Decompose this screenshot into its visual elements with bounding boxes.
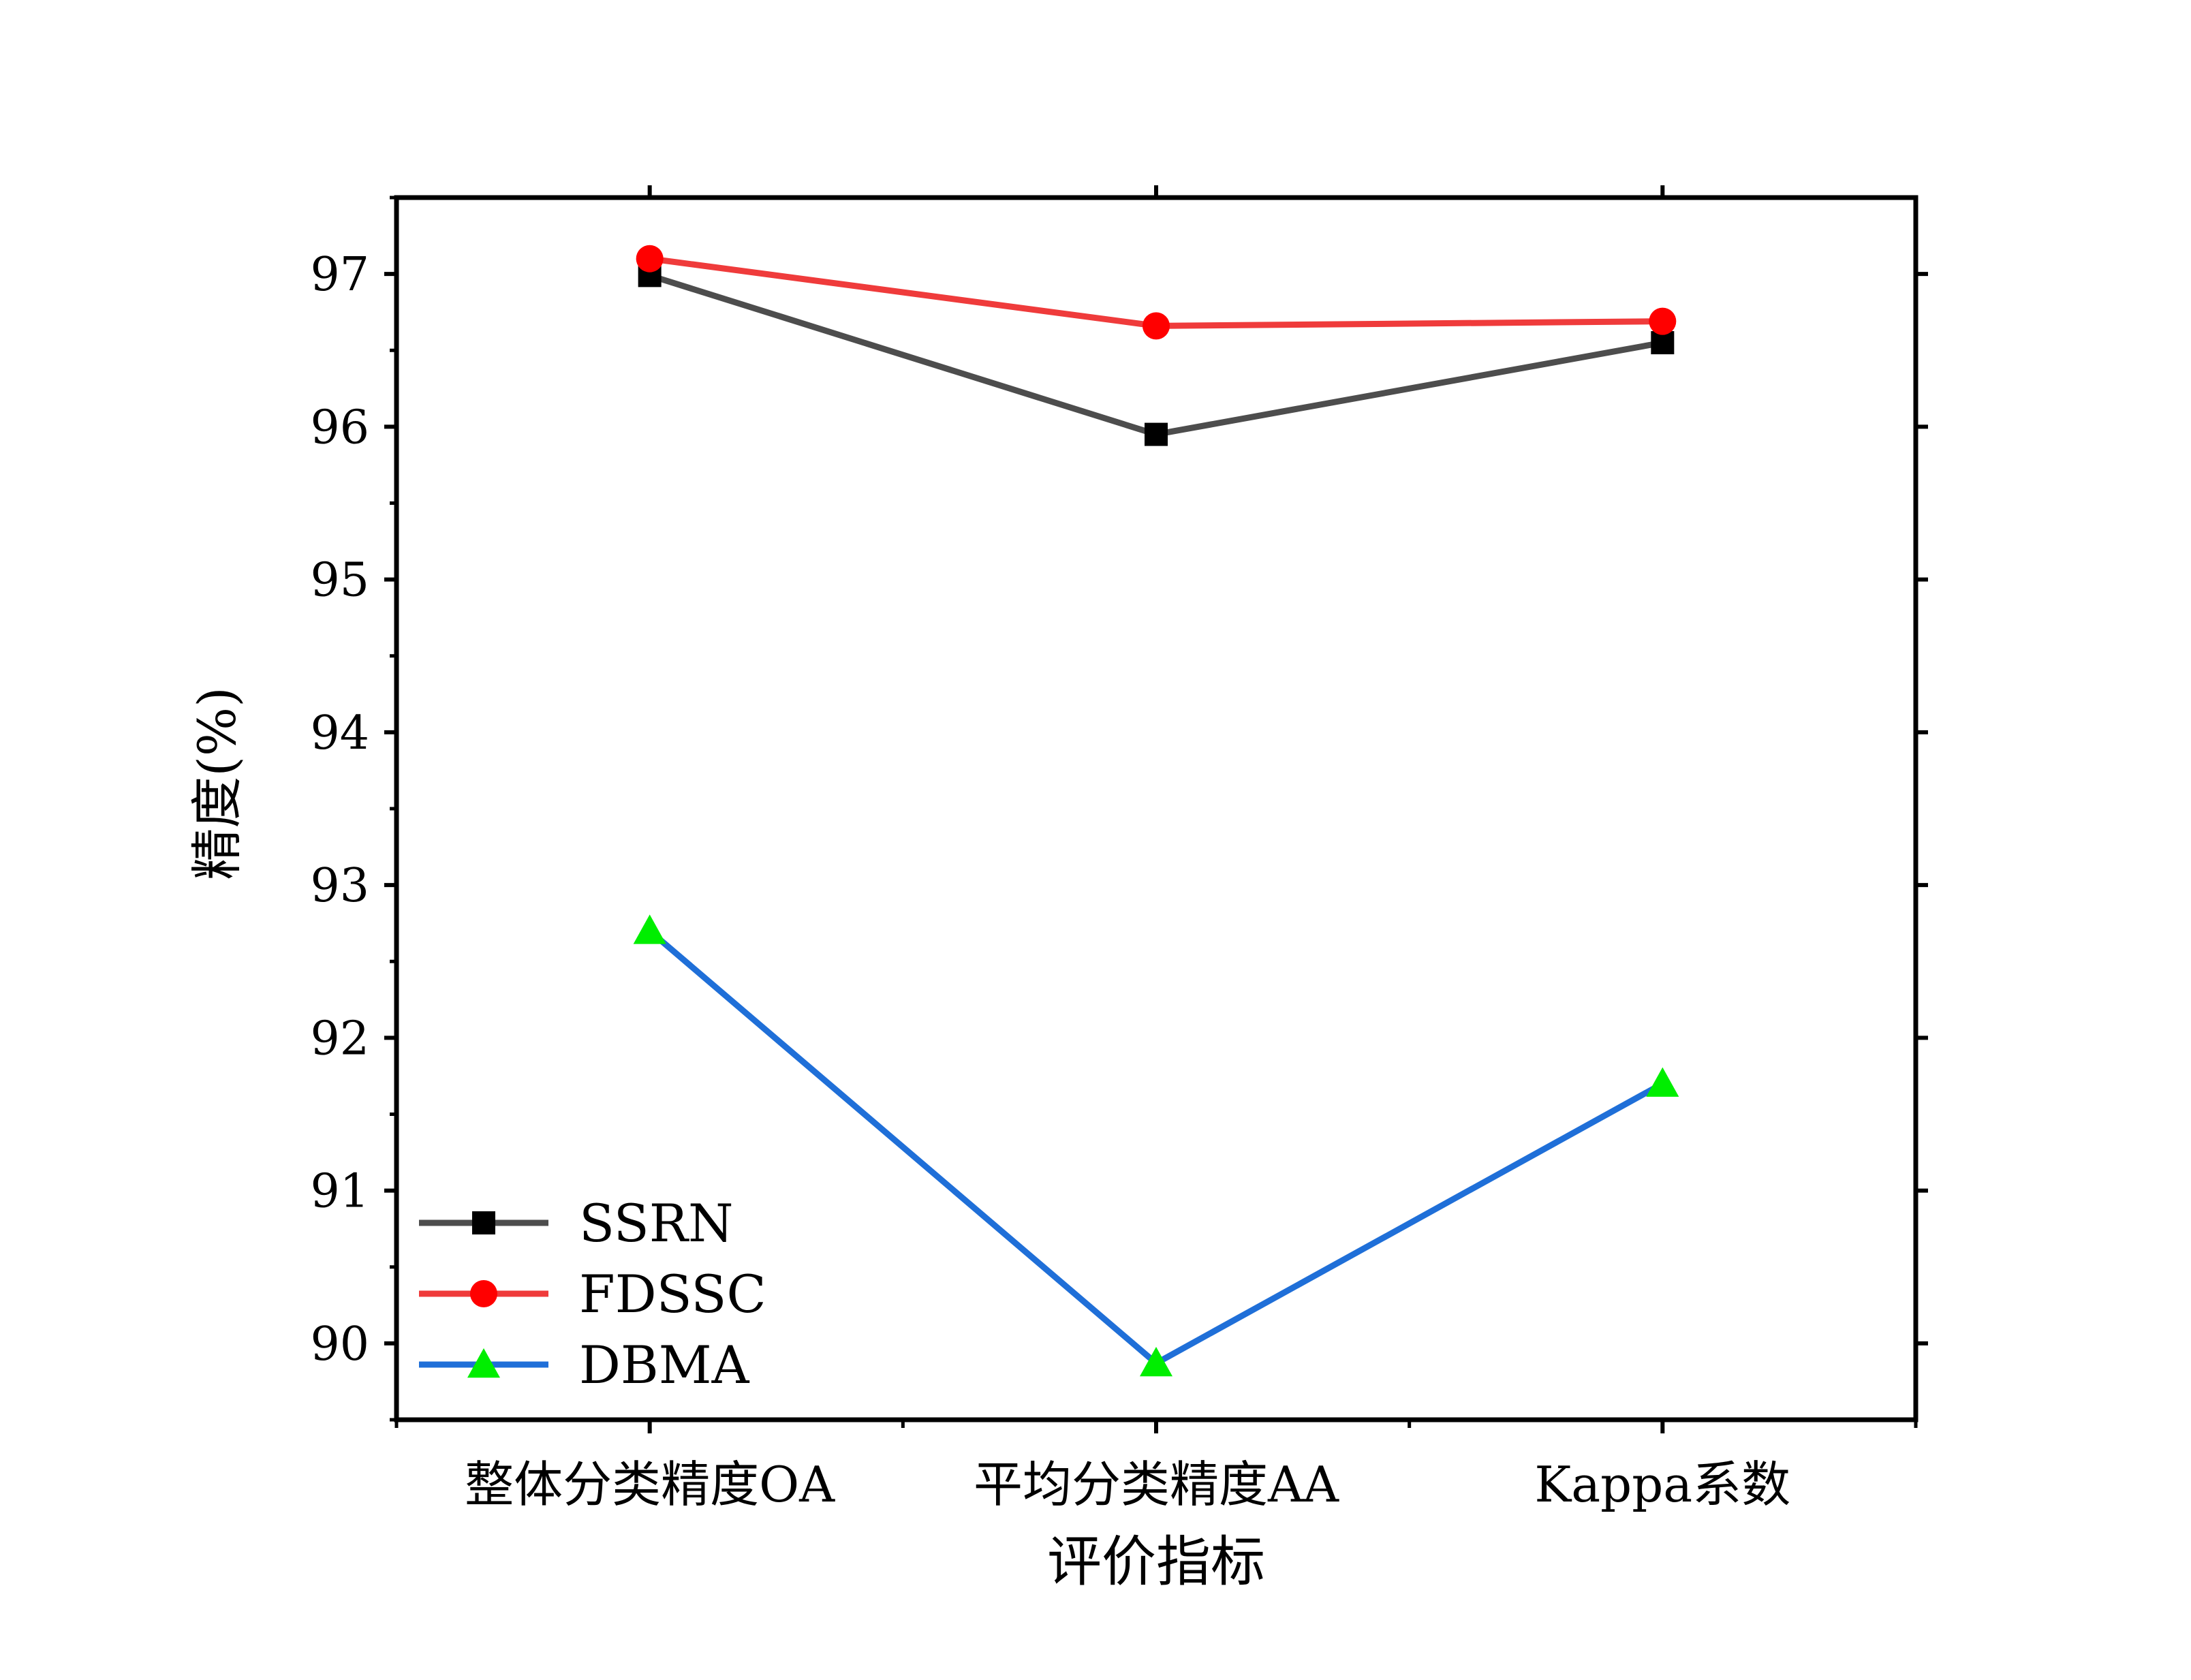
series-dbma <box>633 914 1679 1377</box>
legend-item-dbma: DBMA <box>419 1335 750 1395</box>
legend-item-fdssc: FDSSC <box>419 1264 766 1324</box>
series-line-dbma <box>647 928 1664 1367</box>
legend-label: FDSSC <box>579 1264 766 1324</box>
y-tick-label: 90 <box>310 1318 369 1371</box>
data-point-fdssc <box>636 245 664 273</box>
y-axis-title: 精度(%) <box>187 687 247 880</box>
y-axis: 90 91 92 93 94 95 96 97 <box>310 196 1928 1422</box>
data-point-fdssc <box>1649 307 1677 335</box>
legend-swatch-marker <box>470 1280 497 1307</box>
data-point-ssrn <box>1145 422 1168 446</box>
data-point-dbma <box>1140 1347 1172 1377</box>
data-point-fdssc <box>1143 312 1170 340</box>
data-point-dbma <box>1646 1067 1679 1097</box>
legend: SSRN FDSSC DBMA <box>419 1193 766 1395</box>
x-axis-title: 评价指标 <box>1047 1530 1265 1593</box>
series-ssrn <box>638 264 1675 446</box>
y-tick-label: 93 <box>310 859 369 913</box>
series-line-ssrn <box>649 273 1664 438</box>
data-point-ssrn <box>1651 331 1675 355</box>
legend-label: DBMA <box>579 1335 750 1395</box>
series-layer <box>633 245 1679 1377</box>
y-tick-label: 94 <box>310 706 369 760</box>
y-tick-label: 96 <box>310 401 369 454</box>
data-point-dbma <box>633 914 666 944</box>
x-tick-label: 平均分类精度AA <box>974 1456 1339 1513</box>
legend-item-ssrn: SSRN <box>419 1193 734 1254</box>
y-tick-label: 91 <box>310 1165 369 1219</box>
legend-swatch-marker <box>467 1348 500 1378</box>
series-fdssc <box>636 245 1677 340</box>
x-tick-label: 整体分类精度OA <box>465 1456 835 1513</box>
y-tick-label: 97 <box>310 248 369 302</box>
legend-swatch-marker <box>472 1211 495 1234</box>
y-tick-label: 92 <box>310 1012 369 1065</box>
x-tick-label: Kappa系数 <box>1534 1456 1790 1513</box>
legend-label: SSRN <box>579 1193 734 1254</box>
y-tick-label: 95 <box>310 554 369 608</box>
x-axis: 整体分类精度OA 平均分类精度AA Kappa系数 <box>394 185 1918 1513</box>
